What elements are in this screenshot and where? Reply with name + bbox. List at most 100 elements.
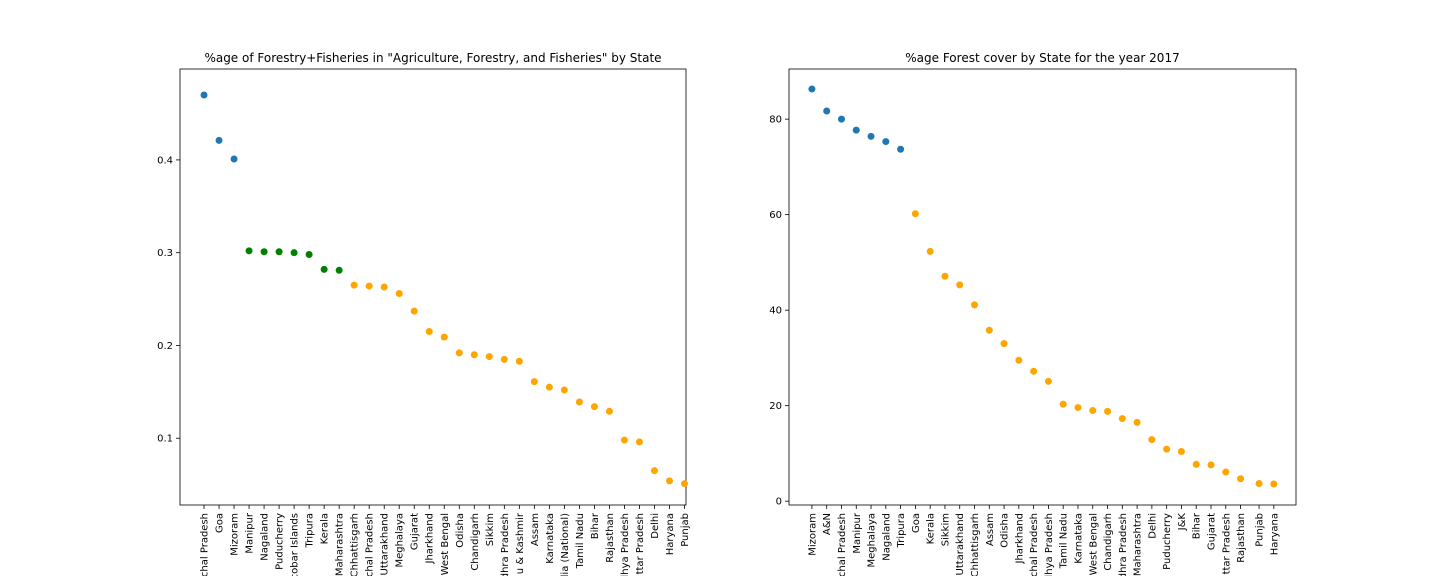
data-point (897, 145, 905, 153)
x-tick-label: Manipur (245, 512, 256, 554)
data-point (665, 477, 673, 485)
x-tick-label: Nagaland (260, 513, 271, 561)
data-point (500, 355, 508, 363)
x-tick-label: Bihar (1192, 512, 1203, 539)
data-point (1222, 468, 1230, 476)
data-point (852, 126, 860, 134)
x-tick-label: Jharkhand (425, 513, 436, 564)
x-tick-label: Rajasthan (605, 513, 616, 563)
data-point (1000, 340, 1008, 348)
x-tick-label: Gujarat (1207, 513, 1218, 550)
data-point (1089, 406, 1097, 414)
x-tick-label: Karnataka (545, 513, 556, 564)
data-point (410, 307, 418, 315)
data-point (245, 247, 253, 255)
data-point (1118, 415, 1126, 423)
data-point (1237, 475, 1245, 483)
x-tick-label: dhya Pradesh (1044, 513, 1055, 576)
data-point (605, 407, 613, 415)
data-point (620, 436, 628, 444)
x-tick-label: Uttarakhand (955, 513, 966, 575)
data-point (1255, 480, 1263, 488)
x-tick-label: J&K (1177, 513, 1188, 532)
x-tick-label: Odisha (455, 513, 466, 548)
x-tick-label: Nagaland (881, 513, 892, 561)
data-point (1074, 404, 1082, 412)
x-tick-label: A&N (822, 513, 833, 535)
x-tick-label: chal Pradesh (837, 513, 848, 576)
x-tick-label: Bihar (590, 512, 601, 539)
data-point (275, 248, 283, 256)
data-point (485, 353, 493, 361)
x-tick-label: Chhattisgarh (970, 513, 981, 576)
data-point (882, 138, 890, 146)
chart-forestry-fisheries: %age of Forestry+Fisheries in "Agricultu… (157, 51, 691, 576)
x-tick-label: Tripura (305, 513, 316, 548)
data-point (867, 132, 875, 140)
data-point (1044, 377, 1052, 385)
data-point (1030, 367, 1038, 375)
x-tick-label: Goa (215, 513, 226, 533)
y-tick-label: 0.1 (157, 434, 173, 445)
chart-title: %age Forest cover by State for the year … (905, 51, 1179, 65)
data-point (1133, 418, 1141, 426)
x-tick-label: Punjab (1255, 513, 1266, 547)
data-point (575, 398, 583, 406)
data-point (1192, 460, 1200, 468)
x-tick-label: West Bengal (440, 513, 451, 575)
x-tick-label: Meghalaya (395, 513, 406, 568)
x-tick-label: dhya Pradesh (620, 513, 631, 576)
x-tick-label: Tripura (896, 513, 907, 548)
data-point (941, 272, 949, 280)
x-tick-label: dhra Pradesh (500, 513, 511, 576)
x-tick-label: cobar Islands (290, 513, 301, 576)
x-tick-label: Manipur (852, 512, 863, 554)
plot-frame (788, 68, 1297, 506)
data-point (260, 248, 268, 256)
data-point (926, 247, 934, 255)
x-tick-label: Chhattisgarh (350, 513, 361, 576)
x-tick-label: Delhi (650, 513, 661, 539)
data-point (837, 115, 845, 123)
y-tick-label: 0.4 (157, 155, 173, 166)
data-point (380, 283, 388, 291)
x-tick-label: West Bengal (1088, 513, 1099, 575)
y-tick-label: 0 (776, 497, 782, 508)
y-tick-label: 80 (769, 115, 782, 126)
x-tick-label: Haryana (665, 513, 676, 555)
x-tick-label: Uttarakhand (380, 513, 391, 575)
x-tick-label: Assam (985, 513, 996, 546)
x-tick-label: Sikkim (940, 513, 951, 546)
x-tick-label: Chandigarh (1103, 513, 1114, 571)
x-tick-label: Puducherry (275, 513, 286, 570)
data-point (290, 249, 298, 257)
x-tick-label: Jharkhand (1014, 513, 1025, 564)
data-point (395, 289, 403, 297)
x-tick-label: Gujarat (410, 513, 421, 550)
x-tick-label: dhra Pradesh (1118, 513, 1129, 576)
data-point (230, 155, 238, 163)
data-point (911, 210, 919, 218)
data-point (650, 467, 658, 475)
chart-title: %age of Forestry+Fisheries in "Agricultu… (204, 51, 661, 65)
x-tick-label: Maharashtra (335, 513, 346, 576)
x-tick-label: chal Pradesh (365, 513, 376, 576)
data-point (335, 266, 343, 274)
data-point (1148, 436, 1156, 444)
data-point (1270, 480, 1278, 488)
x-tick-label: ttar Pradesh (635, 513, 646, 574)
x-tick-label: dia (National) (560, 513, 571, 576)
data-point (823, 107, 831, 115)
x-tick-label: Meghalaya (867, 513, 878, 568)
data-point (515, 357, 523, 365)
y-tick-label: 40 (769, 306, 782, 317)
x-tick-label: Rajasthan (1236, 513, 1247, 563)
data-point (440, 333, 448, 341)
x-tick-label: Chandigarh (470, 513, 481, 571)
x-tick-label: Delhi (1147, 513, 1158, 539)
plot-frame (179, 68, 687, 506)
x-tick-label: Karnataka (1073, 513, 1084, 564)
chart-forest-cover: %age Forest cover by State for the year … (769, 51, 1297, 576)
data-point (635, 438, 643, 446)
x-tick-label: Mizoram (230, 513, 241, 556)
